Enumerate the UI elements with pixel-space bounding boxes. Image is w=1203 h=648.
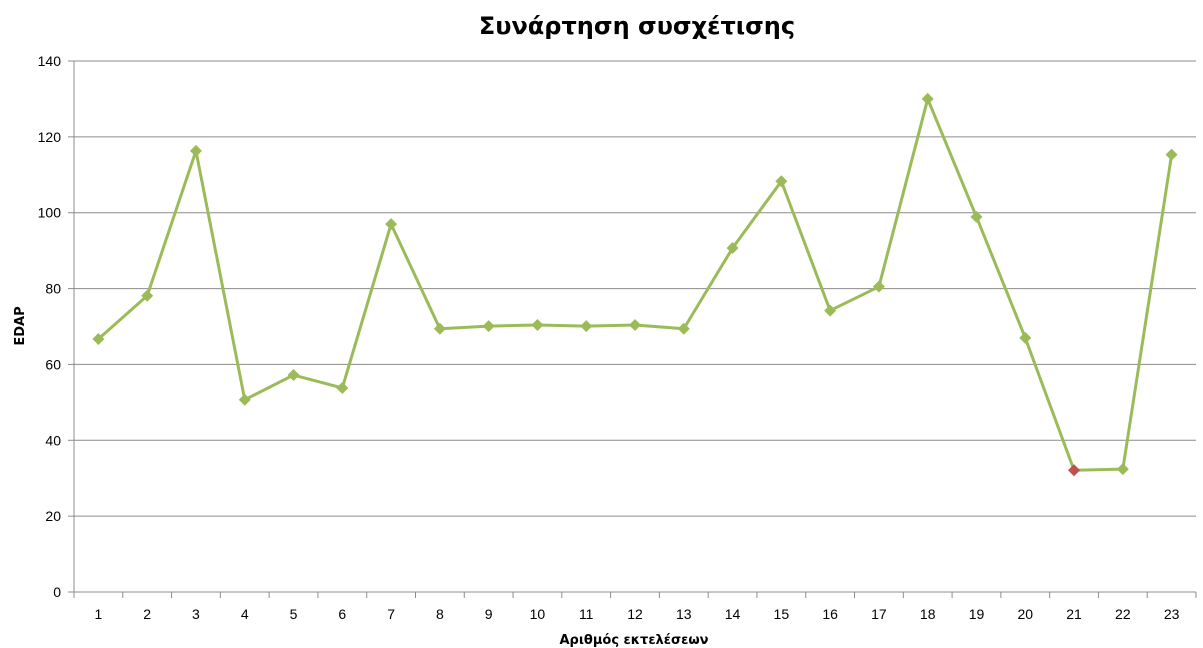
data-point bbox=[824, 304, 837, 317]
data-point bbox=[336, 381, 349, 394]
data-point bbox=[726, 241, 739, 254]
data-point bbox=[433, 322, 446, 335]
gridlines bbox=[74, 60, 1196, 517]
x-tick-label: 4 bbox=[241, 606, 249, 622]
data-point bbox=[872, 280, 885, 293]
data-point bbox=[189, 144, 202, 157]
series-edap bbox=[92, 92, 1178, 477]
x-tick-label: 1 bbox=[94, 606, 102, 622]
data-point bbox=[385, 218, 398, 231]
data-point bbox=[629, 318, 641, 331]
x-tick-label: 9 bbox=[485, 606, 493, 622]
x-tick-label: 13 bbox=[676, 606, 692, 622]
x-tick-label: 8 bbox=[436, 606, 444, 622]
data-point bbox=[141, 289, 154, 302]
x-tick-label: 18 bbox=[920, 606, 936, 622]
y-tick-label: 60 bbox=[45, 356, 61, 372]
x-tick-label: 20 bbox=[1017, 606, 1033, 622]
data-point bbox=[921, 92, 934, 105]
series-line bbox=[97, 97, 1174, 472]
data-point bbox=[677, 322, 690, 335]
y-axis-title: EDAP bbox=[13, 306, 28, 345]
x-tick-label: 2 bbox=[143, 606, 151, 622]
y-tick-label: 120 bbox=[38, 129, 62, 145]
x-tick-label: 14 bbox=[725, 606, 741, 622]
x-axis-title: Αριθμός εκτελέσεων bbox=[559, 633, 708, 648]
x-tick-label: 3 bbox=[192, 606, 200, 622]
data-point bbox=[1019, 331, 1032, 344]
y-tick-label: 140 bbox=[38, 53, 62, 69]
data-point bbox=[482, 320, 495, 333]
x-tick-label: 15 bbox=[774, 606, 790, 622]
x-tick-label: 19 bbox=[969, 606, 985, 622]
x-tick-label: 6 bbox=[338, 606, 346, 622]
x-tick-label: 5 bbox=[290, 606, 298, 622]
data-point bbox=[1165, 148, 1178, 161]
y-axis-ticks: 0 20 40 60 80 100 120 140 bbox=[38, 53, 74, 600]
data-point-highlighted bbox=[1068, 464, 1081, 477]
x-tick-label: 12 bbox=[627, 606, 643, 622]
x-tick-label: 21 bbox=[1066, 606, 1082, 622]
x-tick-label: 10 bbox=[530, 606, 546, 622]
x-axis-ticks: 1 2 3 4 5 6 7 8 9 10 11 12 13 14 15 16 17 18 19 20 21 22 23 bbox=[73, 592, 1197, 622]
data-point bbox=[238, 393, 251, 406]
x-tick-label: 11 bbox=[579, 606, 594, 622]
y-tick-label: 100 bbox=[38, 205, 62, 221]
data-point bbox=[775, 175, 788, 188]
x-tick-label: 23 bbox=[1164, 606, 1180, 622]
data-point bbox=[970, 210, 983, 223]
x-tick-label: 7 bbox=[387, 606, 395, 622]
data-point bbox=[1116, 463, 1129, 476]
y-tick-label: 80 bbox=[45, 281, 61, 297]
data-point bbox=[580, 320, 593, 333]
x-tick-label: 17 bbox=[871, 606, 887, 622]
chart-title: Συνάρτηση συσχέτισης bbox=[479, 12, 795, 40]
y-tick-label: 0 bbox=[53, 584, 61, 600]
data-point bbox=[531, 318, 544, 331]
y-tick-label: 40 bbox=[45, 432, 61, 448]
data-point bbox=[92, 333, 105, 346]
y-tick-label: 20 bbox=[45, 508, 61, 524]
x-tick-label: 22 bbox=[1115, 606, 1131, 622]
x-tick-label: 16 bbox=[822, 606, 838, 622]
data-point bbox=[287, 369, 300, 382]
